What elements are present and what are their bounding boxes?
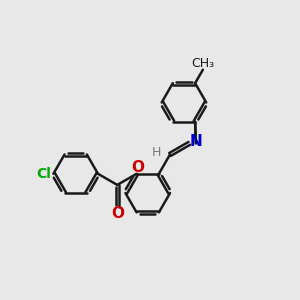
Text: N: N: [190, 134, 202, 149]
Text: O: O: [132, 160, 145, 175]
Text: CH₃: CH₃: [191, 57, 214, 70]
Text: O: O: [111, 206, 124, 221]
Text: H: H: [152, 146, 161, 160]
Text: Cl: Cl: [36, 167, 51, 181]
